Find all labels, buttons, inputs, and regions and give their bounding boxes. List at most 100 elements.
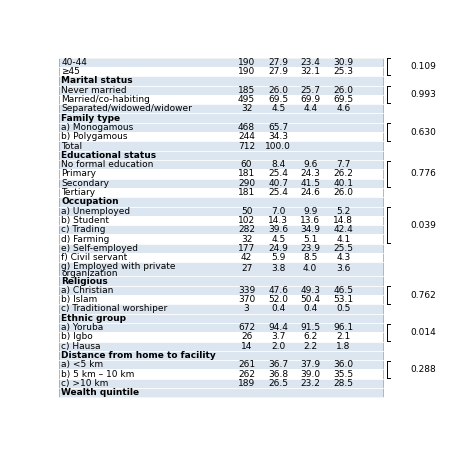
Bar <box>59 286 383 295</box>
Text: 102: 102 <box>238 216 255 225</box>
Bar <box>59 151 383 160</box>
Bar <box>59 360 383 370</box>
Text: 26.0: 26.0 <box>333 86 353 95</box>
Text: 94.4: 94.4 <box>268 323 288 332</box>
Text: 42.4: 42.4 <box>333 225 353 234</box>
Text: c) Traditional worshiper: c) Traditional worshiper <box>61 304 167 313</box>
Text: 91.5: 91.5 <box>300 323 320 332</box>
Text: 7.0: 7.0 <box>271 207 285 216</box>
Bar <box>59 351 383 360</box>
Text: b) Student: b) Student <box>61 216 109 225</box>
Text: Secondary: Secondary <box>61 179 109 188</box>
Text: b) 5 km – 10 km: b) 5 km – 10 km <box>61 370 135 379</box>
Text: organization: organization <box>61 269 118 278</box>
Bar <box>59 304 383 314</box>
Text: 36.0: 36.0 <box>333 360 353 369</box>
Text: ≥45: ≥45 <box>61 67 80 76</box>
Text: a) Yoruba: a) Yoruba <box>61 323 103 332</box>
Bar <box>59 276 383 286</box>
Text: 49.3: 49.3 <box>300 286 320 295</box>
Text: Occupation: Occupation <box>61 197 118 206</box>
Text: 8.4: 8.4 <box>271 160 285 169</box>
Bar <box>59 342 383 351</box>
Text: 0.4: 0.4 <box>303 304 317 313</box>
Text: Religious: Religious <box>61 276 108 285</box>
Bar <box>59 225 383 235</box>
Text: 1.8: 1.8 <box>336 342 350 351</box>
Text: 4.4: 4.4 <box>303 104 317 113</box>
Text: 0.5: 0.5 <box>336 304 350 313</box>
Text: 189: 189 <box>238 379 255 388</box>
Text: 26.0: 26.0 <box>268 86 288 95</box>
Bar <box>59 370 383 379</box>
Text: 32: 32 <box>241 104 252 113</box>
Text: 8.5: 8.5 <box>303 253 317 262</box>
Text: 25.4: 25.4 <box>268 169 288 178</box>
Bar <box>59 132 383 141</box>
Bar <box>59 179 383 188</box>
Bar <box>59 123 383 132</box>
Text: 2.2: 2.2 <box>303 342 317 351</box>
Text: 39.0: 39.0 <box>300 370 320 379</box>
Text: g) Employed with private: g) Employed with private <box>61 262 175 271</box>
Text: 36.8: 36.8 <box>268 370 289 379</box>
Bar <box>59 207 383 216</box>
Text: 32: 32 <box>241 235 252 244</box>
Bar <box>59 332 383 342</box>
Bar <box>59 85 383 95</box>
Text: 26.5: 26.5 <box>268 379 288 388</box>
Text: 190: 190 <box>238 58 255 67</box>
Text: 14: 14 <box>241 342 252 351</box>
Text: 181: 181 <box>238 169 255 178</box>
Text: b) Islam: b) Islam <box>61 295 97 304</box>
Bar <box>59 160 383 169</box>
Text: 3.8: 3.8 <box>271 264 285 273</box>
Text: 26.2: 26.2 <box>333 169 353 178</box>
Bar <box>59 141 383 151</box>
Text: Married/co-habiting: Married/co-habiting <box>61 95 150 104</box>
Bar <box>59 197 383 207</box>
Bar <box>59 104 383 113</box>
Bar <box>59 253 383 263</box>
Text: 41.5: 41.5 <box>300 179 320 188</box>
Text: 34.3: 34.3 <box>268 132 288 141</box>
Text: Educational status: Educational status <box>61 151 156 160</box>
Text: b) Polygamous: b) Polygamous <box>61 132 128 141</box>
Text: Separated/widowed/widower: Separated/widowed/widower <box>61 104 192 113</box>
Text: a) Monogamous: a) Monogamous <box>61 123 133 132</box>
Bar <box>59 216 383 225</box>
Text: c) Hausa: c) Hausa <box>61 342 100 351</box>
Text: 100.0: 100.0 <box>265 142 292 151</box>
Text: 28.5: 28.5 <box>333 379 353 388</box>
Text: 0.776: 0.776 <box>410 169 436 178</box>
Text: 25.4: 25.4 <box>268 188 288 197</box>
Text: Never married: Never married <box>61 86 127 95</box>
Text: 37.9: 37.9 <box>300 360 320 369</box>
Text: 34.9: 34.9 <box>300 225 320 234</box>
Text: 32.1: 32.1 <box>300 67 320 76</box>
Bar <box>59 323 383 332</box>
Text: 4.3: 4.3 <box>336 253 350 262</box>
Bar <box>59 244 383 253</box>
Text: 4.1: 4.1 <box>336 235 350 244</box>
Bar <box>59 314 383 323</box>
Text: 14.8: 14.8 <box>333 216 353 225</box>
Text: 25.5: 25.5 <box>333 244 353 253</box>
Text: 23.9: 23.9 <box>300 244 320 253</box>
Text: 9.9: 9.9 <box>303 207 317 216</box>
Text: f) Civil servant: f) Civil servant <box>61 253 128 262</box>
Text: 24.3: 24.3 <box>300 169 320 178</box>
Bar <box>59 263 383 276</box>
Text: 46.5: 46.5 <box>333 286 353 295</box>
Text: 5.2: 5.2 <box>336 207 350 216</box>
Bar <box>59 113 383 123</box>
Text: 4.6: 4.6 <box>336 104 350 113</box>
Text: 3.7: 3.7 <box>271 332 285 341</box>
Text: 9.6: 9.6 <box>303 160 317 169</box>
Text: 27.9: 27.9 <box>268 67 288 76</box>
Text: 40-44: 40-44 <box>61 58 87 67</box>
Bar <box>59 295 383 304</box>
Text: 53.1: 53.1 <box>333 295 353 304</box>
Text: 0.762: 0.762 <box>410 291 436 300</box>
Text: 40.7: 40.7 <box>268 179 288 188</box>
